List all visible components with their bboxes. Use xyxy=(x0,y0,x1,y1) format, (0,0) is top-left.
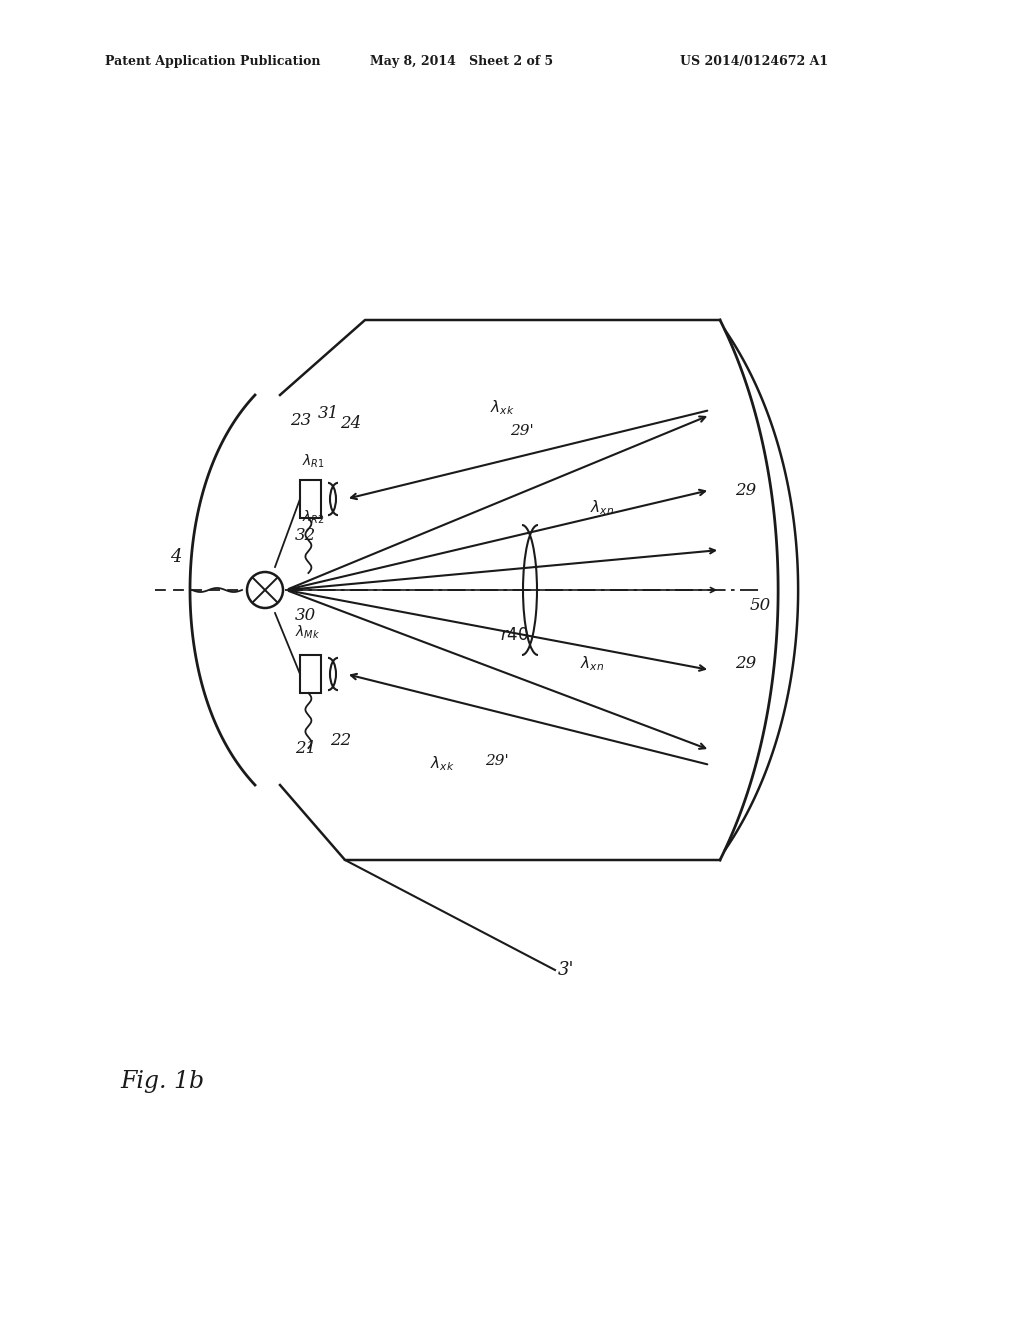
Text: 29': 29' xyxy=(510,424,534,438)
Text: US 2014/0124672 A1: US 2014/0124672 A1 xyxy=(680,55,828,69)
Text: 3': 3' xyxy=(558,961,574,979)
Text: 22: 22 xyxy=(330,733,351,748)
Text: $\lambda_{xn}$: $\lambda_{xn}$ xyxy=(590,498,614,516)
Text: $\lambda_{R2}$: $\lambda_{R2}$ xyxy=(302,510,325,527)
Text: 30: 30 xyxy=(295,607,316,624)
Text: $\lambda_{R1}$: $\lambda_{R1}$ xyxy=(302,453,325,470)
Text: 32: 32 xyxy=(295,527,316,544)
Text: 24: 24 xyxy=(340,414,361,432)
Text: 29': 29' xyxy=(485,754,509,768)
Text: 29: 29 xyxy=(735,482,757,499)
Bar xyxy=(300,480,321,517)
Text: $\lambda_{xk}$: $\lambda_{xk}$ xyxy=(490,399,514,417)
Text: 4: 4 xyxy=(170,548,181,566)
Text: 21: 21 xyxy=(295,741,316,756)
Text: Fig. 1b: Fig. 1b xyxy=(120,1071,204,1093)
Bar xyxy=(300,655,321,693)
Text: 29: 29 xyxy=(735,655,757,672)
Text: $\mathit{r40}$: $\mathit{r40}$ xyxy=(500,627,528,644)
Text: 50: 50 xyxy=(750,597,771,614)
Text: $\lambda_{xk}$: $\lambda_{xk}$ xyxy=(430,754,455,772)
Text: Patent Application Publication: Patent Application Publication xyxy=(105,55,321,69)
Text: $\lambda_{xn}$: $\lambda_{xn}$ xyxy=(580,653,604,673)
Text: 31: 31 xyxy=(318,405,339,422)
Text: May 8, 2014   Sheet 2 of 5: May 8, 2014 Sheet 2 of 5 xyxy=(370,55,553,69)
Text: $\lambda_{Mk}$: $\lambda_{Mk}$ xyxy=(295,624,321,642)
Text: 23: 23 xyxy=(290,412,311,429)
